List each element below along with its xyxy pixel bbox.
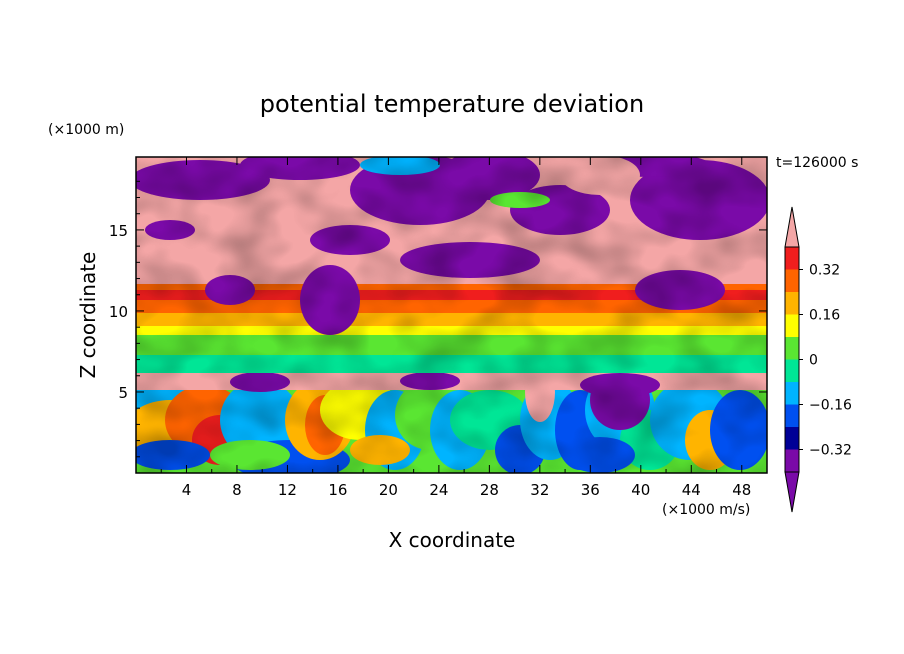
x-tick-label: 36 — [581, 481, 600, 499]
x-axis-label: X coordinate — [389, 528, 516, 552]
colorbar-segment — [785, 337, 799, 360]
colorbar-segment — [785, 359, 799, 382]
colorbar-segment — [785, 269, 799, 292]
y-tick-label: 15 — [109, 222, 128, 240]
colorbar-segment — [785, 247, 799, 270]
colorbar-segment — [785, 314, 799, 337]
x-tick-label: 8 — [232, 481, 242, 499]
y-unit-label: (×1000 m) — [48, 122, 124, 138]
x-tick-label: 32 — [530, 481, 549, 499]
plot-area — [136, 157, 767, 473]
x-tick-label: 12 — [278, 481, 297, 499]
y-tick-label: 5 — [118, 384, 128, 402]
colorbar-tick-label: 0.16 — [809, 308, 840, 324]
colorbar: 0.32 0.16 0 −0.16 −0.32 — [784, 206, 852, 513]
y-axis-label: Z coordinate — [76, 252, 100, 379]
x-tick-label: 48 — [732, 481, 751, 499]
colorbar-segment — [785, 427, 799, 450]
x-tick-label: 4 — [182, 481, 192, 499]
x-axis: 4 8 12 16 20 24 28 32 36 40 44 48 — [160, 157, 751, 499]
x-tick-label: 44 — [682, 481, 701, 499]
colorbar-segment — [785, 404, 799, 427]
time-label: t=126000 s — [776, 155, 858, 171]
x-tick-label: 28 — [480, 481, 499, 499]
colorbar-over-arrow — [784, 206, 800, 248]
x-unit-label: (×1000 m/s) — [662, 502, 750, 518]
colorbar-tick-label: −0.32 — [809, 443, 852, 459]
field-texture — [136, 157, 767, 473]
colorbar-segment — [785, 382, 799, 405]
colorbar-tick-label: 0 — [809, 353, 818, 369]
chart-title: potential temperature deviation — [260, 90, 644, 118]
y-axis: 5 10 15 — [109, 180, 767, 458]
x-tick-label: 24 — [429, 481, 448, 499]
colorbar-under-arrow — [784, 471, 800, 513]
colorbar-tick-label: 0.32 — [809, 263, 840, 279]
x-tick-label: 20 — [379, 481, 398, 499]
y-tick-label: 10 — [109, 303, 128, 321]
colorbar-segment — [785, 292, 799, 315]
x-tick-label: 16 — [328, 481, 347, 499]
colorbar-segment — [785, 449, 799, 472]
x-tick-label: 40 — [631, 481, 650, 499]
plot-frame — [135, 156, 768, 474]
colorbar-tick-label: −0.16 — [809, 398, 852, 414]
